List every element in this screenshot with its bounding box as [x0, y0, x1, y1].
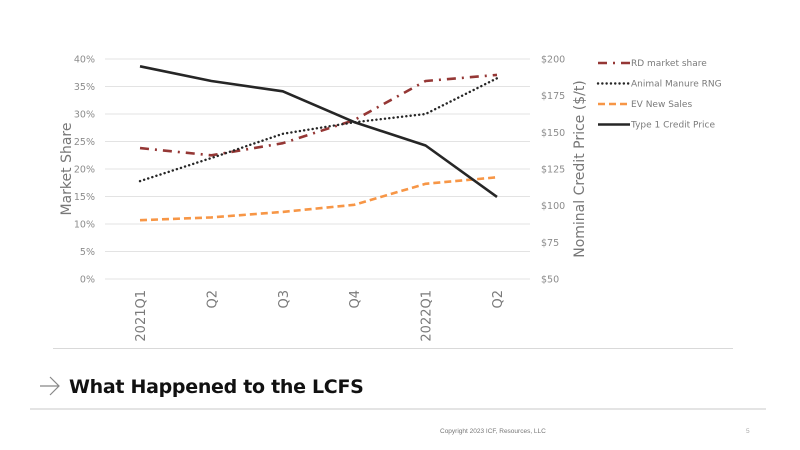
y-axis-label: Market Share	[59, 123, 75, 216]
x-tick-label: Q4	[348, 290, 363, 309]
series-line-animal-manure-rng	[138, 77, 499, 183]
x-tick-label: 2022Q1	[420, 290, 435, 342]
y-tick-label: 15%	[74, 192, 95, 203]
x-tick-label: Q3	[277, 290, 292, 309]
legend-label: RD market share	[631, 59, 707, 69]
y2-tick-label: $200	[541, 55, 565, 66]
y2-axis-label: Nominal Credit Price ($/t)	[572, 80, 588, 258]
y-tick-label: 30%	[74, 110, 95, 121]
y-tick-label: 25%	[74, 137, 95, 148]
y2-tick-label: $75	[541, 238, 559, 249]
legend-label: Type 1 Credit Price	[630, 121, 715, 131]
slide-title: What Happened to the LCFS	[69, 376, 364, 398]
y2-tick-label: $100	[541, 201, 565, 212]
copyright-text: Copyright 2023 ICF, Resources, LLC	[440, 428, 546, 435]
arrow-right-icon	[40, 376, 60, 396]
y2-tick-label: $150	[541, 128, 565, 139]
y2-tick-label: $50	[541, 275, 559, 286]
page-number: 5	[746, 428, 750, 435]
series-line-ev-new-sales	[139, 176, 498, 222]
chart-bottom-divider	[53, 348, 733, 349]
y2-tick-label: $125	[541, 165, 565, 176]
title-divider	[30, 408, 766, 410]
y2-tick-label: $175	[541, 91, 565, 102]
y-tick-label: 40%	[74, 55, 95, 66]
y-tick-label: 35%	[74, 82, 95, 93]
y-tick-label: 5%	[80, 247, 95, 258]
series-line-type-1-credit-price	[139, 65, 498, 198]
x-tick-label: Q2	[491, 290, 506, 309]
x-tick-label: Q2	[205, 290, 220, 309]
line-chart: 0% 5% 10% 15% 20% 25% 30% 35% 40% $50 $75 $100 $125 $…	[59, 55, 722, 342]
y-tick-label: 0%	[80, 275, 95, 286]
y-tick-label: 10%	[74, 220, 95, 231]
legend-label: EV New Sales	[631, 100, 692, 110]
x-tick-label: 2021Q1	[134, 290, 149, 342]
y-tick-label: 20%	[74, 165, 95, 176]
legend-label: Animal Manure RNG	[631, 80, 722, 90]
